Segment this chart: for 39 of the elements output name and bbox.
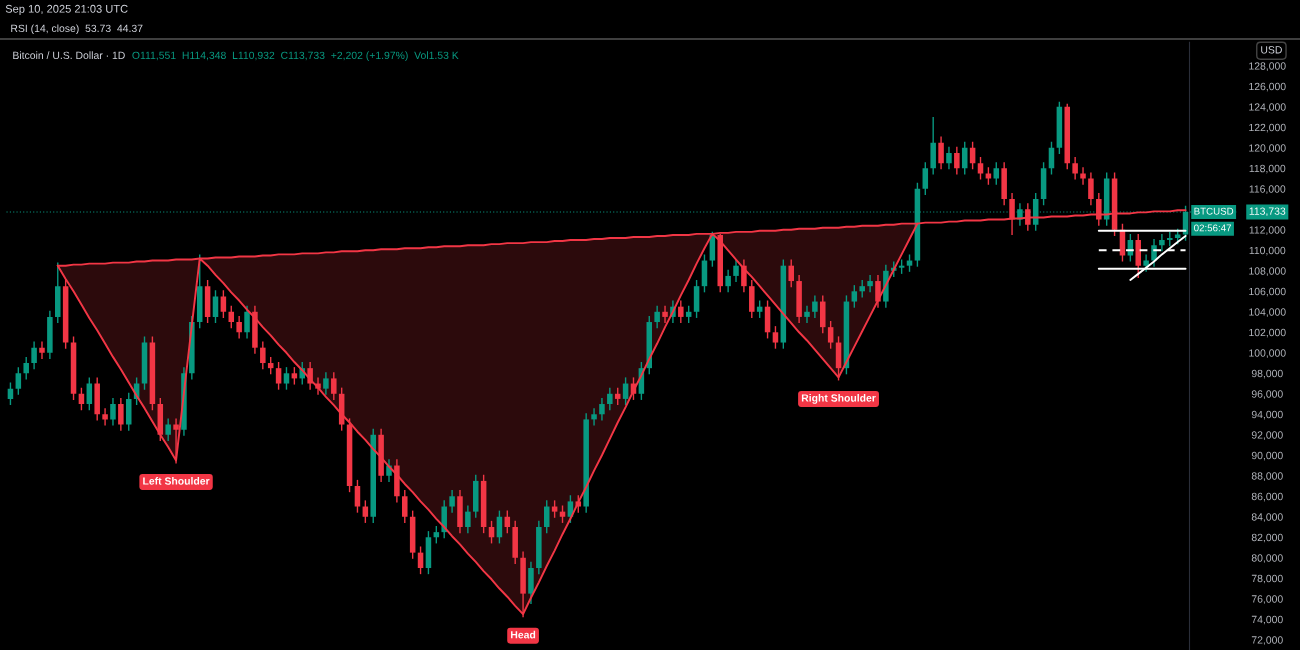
y-tick-label: 90,000 [1251,451,1283,461]
y-tick-label: 72,000 [1251,636,1283,645]
y-tick-label: 78,000 [1251,574,1283,584]
y-tick-label: 108,000 [1249,267,1286,276]
text: 02:56:47 [1194,224,1232,232]
y-tick-label: 76,000 [1251,595,1283,604]
y-tick-label: 86,000 [1251,492,1283,502]
y-tick-label: 80,000 [1251,554,1283,563]
y-tick-label: 96,000 [1251,390,1283,399]
y-tick-label: 128,000 [1249,62,1286,71]
y-tick-label: 94,000 [1251,410,1283,420]
data-label: Head [511,630,536,639]
text: Bitcoin / U.S. Dollar · 1D [13,51,125,60]
y-tick-label: 112,000 [1249,226,1286,235]
text: BTCUSD [1194,207,1234,215]
y-tick-label: 116,000 [1249,185,1286,194]
y-tick-label: 74,000 [1251,615,1283,625]
y-tick-label: 126,000 [1249,82,1286,92]
y-tick-label: 122,000 [1249,123,1286,133]
y-tick-label: 120,000 [1249,144,1286,153]
data-label: Right Shoulder [801,394,876,404]
text: O111,551 H114,348 L110,932 C113,733 +2,202 (+1.97%) Vol1.53 K [132,51,459,62]
data-label: Left Shoulder [143,477,210,485]
y-tick-label: 124,000 [1249,103,1286,112]
y-tick-label: 84,000 [1251,513,1283,522]
y-tick-label: 92,000 [1251,431,1283,440]
text: RSI (14, close) 53.73 44.37 [11,24,143,35]
y-tick-label: 82,000 [1251,533,1283,543]
text: USD [1261,46,1282,54]
ref-line-label: 113,733 [1249,207,1286,217]
y-tick-label: 104,000 [1249,308,1286,317]
text: Sep 10, 2025 21:03 UTC [5,4,128,15]
y-tick-label: 102,000 [1249,328,1286,338]
y-tick-label: 110,000 [1249,246,1286,256]
y-tick-label: 98,000 [1251,369,1283,379]
y-tick-label: 118,000 [1249,164,1286,174]
y-tick-label: 106,000 [1249,287,1286,297]
y-tick-label: 88,000 [1251,472,1283,481]
y-tick-label: 100,000 [1249,349,1286,358]
